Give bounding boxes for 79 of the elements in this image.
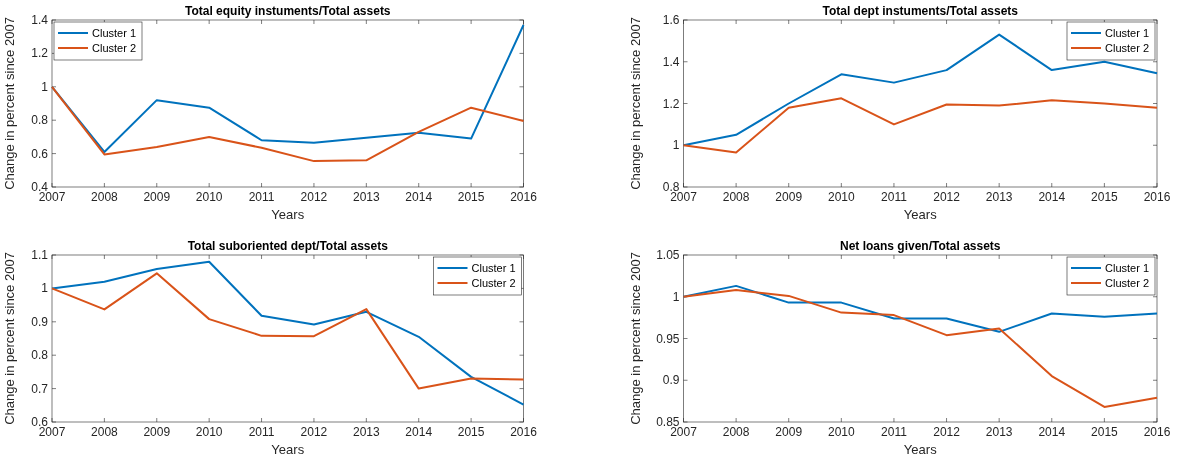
chart-title: Total equity instuments/Total assets xyxy=(184,4,391,18)
chart-title: Total suboriented dept/Total assets xyxy=(187,239,389,253)
x-tick-label: 2011 xyxy=(248,190,275,204)
x-tick-label: 2008 xyxy=(91,190,119,204)
x-tick-label: 2013 xyxy=(985,190,1013,204)
x-tick-label: 2016 xyxy=(1143,425,1171,439)
legend-label: Cluster 1 xyxy=(471,262,516,274)
x-tick-label: 2009 xyxy=(143,425,171,439)
y-tick-label: 1.4 xyxy=(31,13,49,27)
y-tick-label: 0.8 xyxy=(31,113,49,128)
y-tick-label: 0.9 xyxy=(31,314,49,329)
x-tick-label: 2010 xyxy=(195,425,223,439)
x-tick-label: 2011 xyxy=(881,190,908,204)
legend-label: Cluster 1 xyxy=(1105,262,1150,274)
x-axis-title: Years xyxy=(903,207,938,222)
legend-label: Cluster 1 xyxy=(1105,27,1150,39)
x-tick-label: 2013 xyxy=(985,425,1013,439)
y-tick-label: 1.2 xyxy=(31,46,49,61)
y-tick-label: 1 xyxy=(41,281,49,296)
line-series xyxy=(682,289,1158,408)
y-tick-label: 0.95 xyxy=(656,331,680,346)
x-tick-label: 2012 xyxy=(933,190,961,204)
x-axis-title: Years xyxy=(271,442,305,457)
chart-title: Total dept instuments/Total assets xyxy=(822,4,1019,18)
y-tick-label: 1.1 xyxy=(31,248,49,262)
line-series xyxy=(51,272,525,390)
chart-title: Net loans given/Total assets xyxy=(840,239,1001,253)
x-tick-label: 2009 xyxy=(143,190,171,204)
line-series xyxy=(51,85,525,163)
x-tick-label: 2012 xyxy=(933,425,961,439)
x-tick-label: 2012 xyxy=(300,425,328,439)
x-tick-label: 2009 xyxy=(775,425,803,439)
y-tick-label: 1.6 xyxy=(662,13,680,27)
x-axis-title: Years xyxy=(903,442,938,457)
legend-label: Cluster 2 xyxy=(1105,277,1150,289)
x-tick-label: 2012 xyxy=(300,190,328,204)
y-tick-label: 1 xyxy=(672,289,680,304)
x-tick-label: 2010 xyxy=(195,190,223,204)
y-tick-label: 0.8 xyxy=(31,348,49,363)
x-tick-label: 2011 xyxy=(881,425,908,439)
x-tick-label: 2016 xyxy=(510,190,538,204)
x-tick-label: 2008 xyxy=(91,425,119,439)
x-tick-label: 2015 xyxy=(457,190,485,204)
y-axis-title: Change in percent since 2007 xyxy=(2,17,17,190)
y-tick-label: 0.9 xyxy=(662,373,680,388)
y-tick-label: 1.4 xyxy=(662,54,680,69)
y-axis-title: Change in percent since 2007 xyxy=(627,17,643,190)
legend-label: Cluster 2 xyxy=(92,42,137,54)
x-tick-label: 2009 xyxy=(775,190,803,204)
y-tick-label: 0.7 xyxy=(31,381,49,396)
x-tick-label: 2015 xyxy=(1091,190,1119,204)
line-series xyxy=(682,97,1158,154)
x-tick-label: 2008 xyxy=(722,190,750,204)
y-tick-label: 1 xyxy=(672,138,680,153)
x-tick-label: 2014 xyxy=(405,190,433,204)
x-tick-label: 2010 xyxy=(827,425,855,439)
x-tick-label: 2014 xyxy=(1038,190,1066,204)
x-tick-label: 2011 xyxy=(248,425,275,439)
x-tick-label: 2015 xyxy=(457,425,485,439)
legend-label: Cluster 2 xyxy=(471,277,516,289)
y-tick-label: 0.6 xyxy=(31,146,49,161)
x-tick-label: 2008 xyxy=(722,425,750,439)
x-tick-label: 2013 xyxy=(352,190,380,204)
y-axis-title: Change in percent since 2007 xyxy=(2,252,17,425)
x-axis-title: Years xyxy=(271,207,305,222)
line-series xyxy=(51,260,525,406)
x-tick-label: 2014 xyxy=(1038,425,1066,439)
x-tick-label: 2016 xyxy=(1143,190,1171,204)
y-tick-label: 1.05 xyxy=(656,248,680,262)
x-tick-label: 2014 xyxy=(405,425,433,439)
legend-label: Cluster 2 xyxy=(1105,42,1150,54)
x-tick-label: 2010 xyxy=(827,190,855,204)
x-tick-label: 2015 xyxy=(1091,425,1119,439)
x-tick-label: 2016 xyxy=(510,425,538,439)
y-tick-label: 1 xyxy=(41,79,49,94)
y-axis-title: Change in percent since 2007 xyxy=(627,252,643,425)
legend-label: Cluster 1 xyxy=(92,27,137,39)
y-tick-label: 1.2 xyxy=(662,96,680,111)
x-tick-label: 2013 xyxy=(352,425,380,439)
